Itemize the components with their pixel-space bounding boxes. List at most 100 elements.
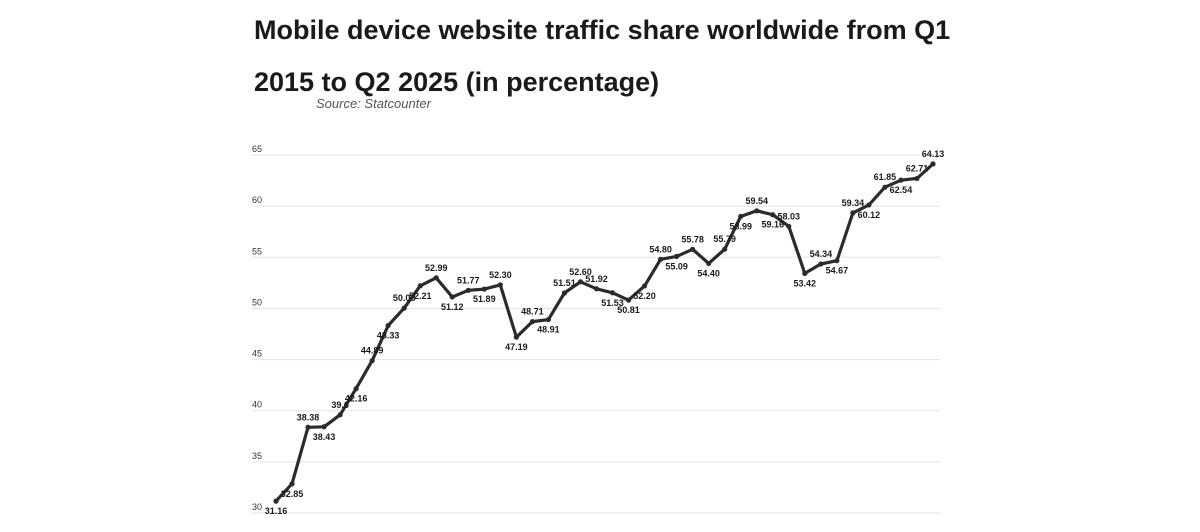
data-label: 64.13 [922, 149, 945, 159]
data-point [770, 212, 776, 218]
data-point [353, 386, 359, 392]
data-label: 48.91 [537, 325, 560, 335]
data-label: 59.54 [745, 196, 768, 206]
data-point [289, 481, 295, 487]
series-line [274, 162, 935, 503]
data-point [465, 287, 471, 293]
data-point [481, 286, 487, 292]
data-label: 55.09 [665, 261, 688, 271]
data-point [593, 286, 600, 292]
grid-layer [252, 154, 940, 514]
data-label: 48.71 [521, 307, 544, 317]
data-point [898, 177, 904, 183]
data-label: 51.92 [585, 274, 608, 284]
data-point [609, 290, 616, 296]
data-point [321, 424, 327, 430]
data-point [914, 175, 920, 182]
data-label: 52.30 [489, 270, 512, 280]
y-tick-label: 55 [252, 246, 262, 256]
data-point [802, 270, 808, 277]
data-label: 62.71 [906, 163, 929, 173]
data-label: 61.85 [874, 172, 897, 182]
data-label: 50.81 [617, 305, 640, 315]
data-label: 62.54 [890, 185, 913, 195]
y-tick-label: 35 [252, 451, 262, 461]
data-label: 48.33 [377, 331, 400, 341]
data-label: 55.79 [713, 234, 736, 244]
data-point [433, 275, 439, 281]
y-tick-label: 65 [252, 144, 262, 154]
data-label: 54.40 [697, 268, 720, 278]
data-point [577, 279, 584, 285]
data-label: 52.20 [633, 291, 656, 301]
data-point [866, 202, 872, 208]
y-tick-label: 40 [252, 400, 262, 410]
data-label: 52.60 [569, 267, 592, 277]
data-label: 31.16 [265, 506, 288, 516]
data-point [529, 319, 535, 325]
y-tick-label: 45 [252, 349, 262, 359]
data-label: 53.42 [794, 278, 817, 288]
data-point [674, 253, 680, 259]
data-point [369, 358, 375, 364]
data-label: 38.38 [297, 412, 320, 422]
data-label: 52.99 [425, 263, 448, 273]
data-label: 60.12 [858, 210, 881, 220]
data-point [417, 283, 423, 289]
data-point [337, 412, 343, 418]
y-tick-label: 30 [252, 502, 262, 512]
y-tick-label: 60 [252, 195, 262, 205]
data-point [818, 261, 824, 267]
data-point [401, 305, 407, 311]
data-point [722, 246, 728, 252]
data-labels: 31.16 32.85 38.38 38.43 39.642.16 44.89 48.33 5… [265, 149, 945, 516]
data-point [657, 256, 664, 262]
data-label: 54.34 [810, 249, 833, 259]
data-label: 51.51 [553, 278, 576, 288]
data-point [786, 223, 792, 229]
data-label: 44.89 [361, 346, 384, 356]
data-label: 42.16 [345, 394, 368, 404]
y-axis-ticks: 30 35 40 45 50 55 60 65 [252, 144, 262, 512]
data-label: 52.21 [409, 291, 432, 301]
data-label: 50.03 [393, 293, 416, 303]
data-point [882, 184, 888, 190]
data-point [449, 294, 455, 300]
data-point [497, 282, 503, 288]
data-point [513, 334, 519, 340]
data-point [754, 208, 760, 214]
data-point [641, 283, 648, 289]
data-label: 32.85 [281, 489, 304, 499]
data-label: 58.99 [729, 221, 752, 231]
data-label: 38.43 [313, 432, 336, 442]
data-point [834, 258, 840, 264]
data-point [625, 297, 632, 303]
data-label: 51.53 [601, 298, 624, 308]
data-point [738, 213, 744, 220]
data-point [690, 246, 696, 252]
data-label: 51.12 [441, 302, 464, 312]
data-point [561, 290, 568, 296]
data-point [930, 161, 936, 167]
data-label: 54.80 [649, 244, 672, 254]
data-point [706, 260, 712, 267]
data-label: 39.6 [331, 400, 349, 410]
data-point [305, 424, 311, 430]
data-label: 59.34 [842, 198, 865, 208]
data-points [273, 161, 936, 504]
chart-source: Source: Statcounter [316, 96, 431, 111]
data-label: 51.89 [473, 294, 496, 304]
data-point [273, 498, 279, 504]
data-point [850, 210, 856, 216]
data-label: 58.03 [778, 211, 801, 221]
chart-title: Mobile device website traffic share worl… [254, 15, 951, 97]
data-label: 55.78 [681, 234, 704, 244]
data-point [385, 322, 391, 329]
data-label: 47.19 [505, 342, 528, 352]
data-point [545, 316, 552, 323]
data-label: 54.67 [826, 266, 849, 276]
y-tick-label: 50 [252, 297, 262, 307]
data-label: 51.77 [457, 275, 480, 285]
data-label: 59.16 [761, 220, 784, 230]
